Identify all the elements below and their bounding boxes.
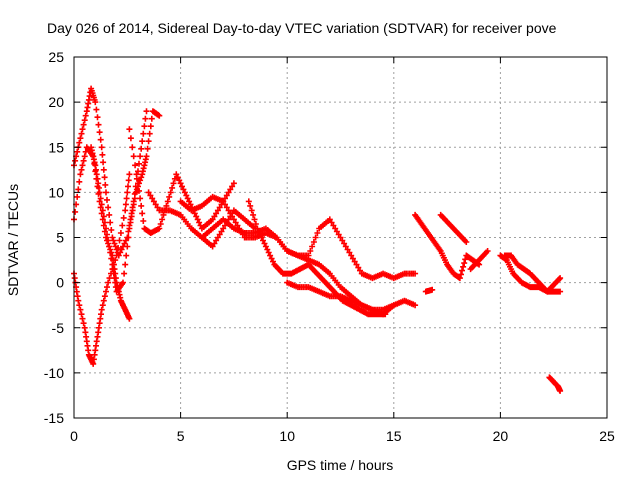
data-points xyxy=(198,216,419,282)
x-tick-label: 25 xyxy=(599,428,615,444)
data-points xyxy=(467,248,491,273)
x-tick-label: 5 xyxy=(177,428,185,444)
y-axis-label: SDTVAR / TECUs xyxy=(5,184,21,296)
y-tick-label: 5 xyxy=(56,230,64,246)
y-tick-label: 10 xyxy=(48,184,64,200)
series-track-k xyxy=(412,211,483,282)
x-tick-label: 20 xyxy=(493,428,509,444)
data-points xyxy=(412,211,483,282)
y-tick-label: -15 xyxy=(44,410,64,426)
series-track-d xyxy=(88,108,163,295)
y-tick-label: -10 xyxy=(44,365,64,381)
y-tick-label: 15 xyxy=(48,139,64,155)
chart-title: Day 026 of 2014, Sidereal Day-to-day VTE… xyxy=(47,20,557,36)
data-points xyxy=(88,108,163,295)
x-tick-label: 0 xyxy=(70,428,78,444)
y-tick-label: 25 xyxy=(48,49,64,65)
data-points xyxy=(284,279,397,313)
series-track-j xyxy=(284,279,397,313)
x-tick-labels: 0 5 10 15 20 25 xyxy=(70,428,615,444)
series-track-p xyxy=(546,374,564,394)
y-tick-label: 20 xyxy=(48,94,64,110)
x-axis-label: GPS time / hours xyxy=(287,457,394,473)
data-points xyxy=(437,211,470,245)
x-tick-label: 15 xyxy=(386,428,402,444)
series-track-h xyxy=(198,216,419,282)
y-tick-label: -5 xyxy=(52,320,65,336)
tick-marks xyxy=(73,56,608,419)
x-tick-label: 10 xyxy=(279,428,295,444)
data-points xyxy=(546,374,564,394)
series-track-q xyxy=(422,286,436,295)
series-track-m xyxy=(467,248,491,273)
data-points xyxy=(501,252,564,295)
y-tick-label: 0 xyxy=(56,275,64,291)
data-points xyxy=(422,286,436,295)
series-track-o xyxy=(501,252,564,295)
y-tick-labels: -15 -10 -5 0 5 10 15 20 25 xyxy=(44,49,64,426)
series-track-l xyxy=(437,211,470,245)
